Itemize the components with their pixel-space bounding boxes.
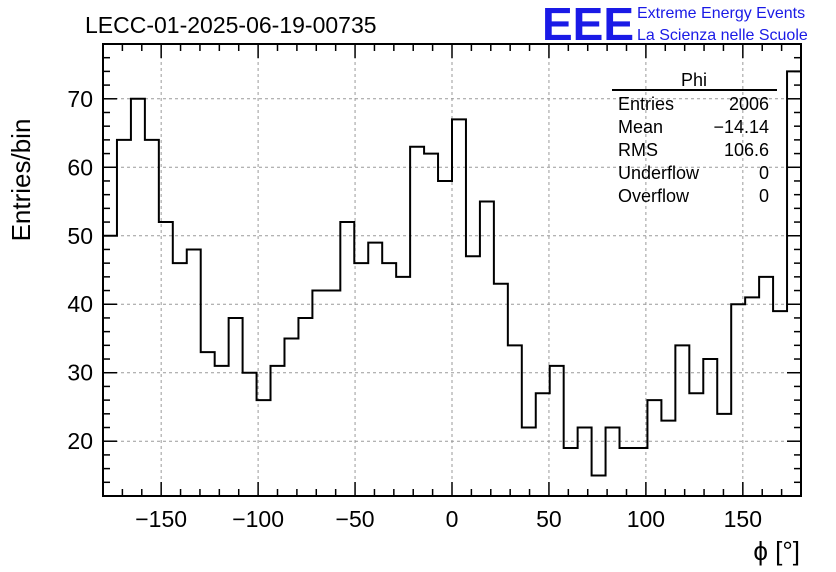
histogram-bin bbox=[773, 311, 787, 496]
logo-line2: La Scienza nelle Scuole bbox=[637, 27, 808, 44]
histogram-bin bbox=[480, 202, 494, 496]
histogram-bin bbox=[103, 236, 117, 496]
histogram-bin bbox=[410, 147, 424, 496]
histogram-bin bbox=[396, 277, 410, 496]
histogram-bin bbox=[606, 428, 620, 496]
histogram-bin bbox=[117, 140, 131, 496]
stats-label: Mean bbox=[618, 117, 663, 137]
stats-value: 106.6 bbox=[724, 140, 769, 160]
stats-label: Underflow bbox=[618, 163, 700, 183]
y-tick-label: 40 bbox=[67, 291, 93, 317]
histogram-bin bbox=[564, 448, 578, 496]
histogram-bin bbox=[312, 291, 326, 496]
y-tick-labels: 20 30 40 50 60 70 bbox=[67, 86, 93, 454]
histogram-bin bbox=[326, 291, 340, 496]
histogram-bin bbox=[145, 140, 159, 496]
histogram-bin bbox=[284, 338, 298, 496]
stats-label: RMS bbox=[618, 140, 658, 160]
histogram-bin bbox=[536, 393, 550, 496]
logo-line1: Extreme Energy Events bbox=[637, 5, 805, 22]
histogram-bin bbox=[424, 154, 438, 496]
histogram-bin bbox=[382, 263, 396, 496]
histogram-bin bbox=[647, 400, 661, 496]
x-tick-label: 0 bbox=[446, 506, 459, 532]
histogram-bin bbox=[159, 222, 173, 496]
histogram-bin bbox=[508, 345, 522, 496]
axis-ticks bbox=[102, 43, 802, 496]
y-tick-label: 30 bbox=[67, 360, 93, 386]
histogram-bin bbox=[717, 414, 731, 496]
stats-rows: Entries 2006 Mean −14.14 RMS 106.6 Underflow 0 O… bbox=[618, 94, 769, 206]
histogram-bin bbox=[368, 243, 382, 496]
y-tick-label: 20 bbox=[67, 428, 93, 454]
histogram-bin bbox=[787, 71, 801, 496]
x-tick-label: −150 bbox=[135, 506, 187, 532]
histogram-bin bbox=[731, 304, 745, 496]
histogram-bin bbox=[661, 421, 675, 496]
x-axis-label: ϕ [°] bbox=[753, 536, 800, 566]
histogram-bin bbox=[620, 448, 634, 496]
histogram-bin bbox=[131, 99, 145, 496]
stats-box: Phi Entries 2006 Mean −14.14 RMS 106.6 Underfl… bbox=[612, 70, 777, 206]
stats-value: 2006 bbox=[729, 94, 769, 114]
y-tick-label: 50 bbox=[67, 223, 93, 249]
stats-value: 0 bbox=[759, 163, 769, 183]
histogram-bin bbox=[215, 366, 229, 496]
logo: EEE Extreme Energy Events La Scienza nel… bbox=[542, 0, 808, 50]
x-tick-labels: −150 −100 −50 0 50 100 150 bbox=[135, 506, 762, 532]
histogram-bin bbox=[759, 277, 773, 496]
x-tick-label: 50 bbox=[536, 506, 562, 532]
x-tick-label: 150 bbox=[724, 506, 762, 532]
histogram-bin bbox=[592, 475, 606, 496]
histogram-bin bbox=[438, 181, 452, 496]
histogram-bin bbox=[745, 297, 759, 496]
histogram-bars bbox=[103, 70, 801, 496]
stats-label: Entries bbox=[618, 94, 674, 114]
histogram-bin bbox=[298, 318, 312, 496]
histogram-bin bbox=[173, 263, 187, 496]
y-axis-label: Entries/bin bbox=[6, 119, 36, 242]
histogram-bin bbox=[243, 373, 257, 496]
histogram-bin bbox=[522, 428, 536, 496]
histogram-bin bbox=[703, 359, 717, 496]
histogram-bin bbox=[187, 249, 201, 496]
logo-mark: EEE bbox=[542, 0, 634, 50]
histogram-bin bbox=[271, 366, 285, 496]
histogram-bin bbox=[340, 222, 354, 496]
chart-title: LECC-01-2025-06-19-00735 bbox=[85, 12, 377, 38]
stats-title: Phi bbox=[681, 70, 707, 90]
histogram-outline bbox=[103, 70, 801, 477]
x-tick-label: 100 bbox=[627, 506, 665, 532]
stats-value: −14.14 bbox=[713, 117, 769, 137]
y-tick-label: 70 bbox=[67, 86, 93, 112]
histogram-bin bbox=[494, 284, 508, 496]
histogram-bin bbox=[201, 352, 215, 496]
y-tick-label: 60 bbox=[67, 154, 93, 180]
histogram-bin bbox=[229, 318, 243, 496]
histogram-bin bbox=[578, 428, 592, 496]
histogram-bin bbox=[452, 119, 466, 496]
histogram-bin bbox=[354, 263, 368, 496]
x-tick-label: −100 bbox=[232, 506, 284, 532]
histogram-bin bbox=[689, 393, 703, 496]
stats-label: Overflow bbox=[618, 186, 690, 206]
histogram-bin bbox=[466, 256, 480, 496]
histogram-bin bbox=[550, 366, 564, 496]
stats-value: 0 bbox=[759, 186, 769, 206]
histogram-bin bbox=[675, 345, 689, 496]
histogram-bin bbox=[257, 400, 271, 496]
x-tick-label: −50 bbox=[336, 506, 375, 532]
